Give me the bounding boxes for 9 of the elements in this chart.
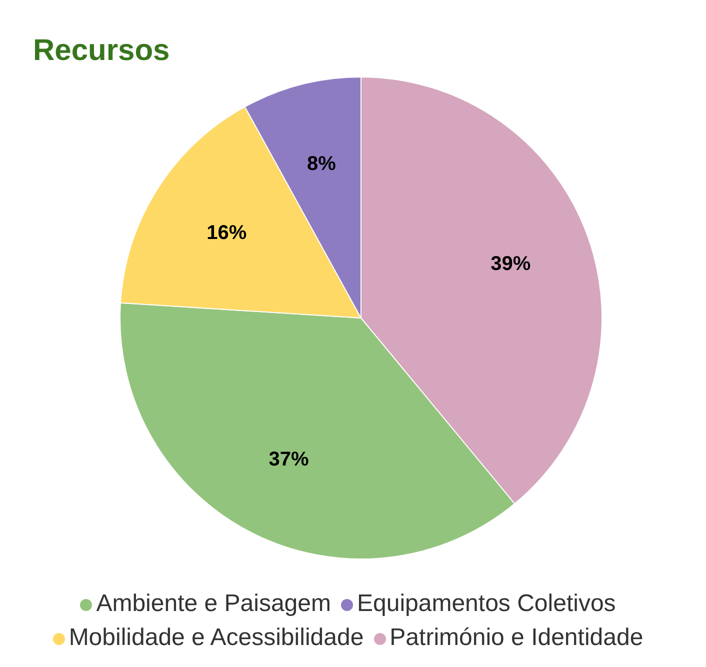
data-label: 37%	[268, 448, 310, 471]
data-label: 39%	[490, 253, 531, 276]
legend-label: Ambiente e Paisagem	[96, 590, 331, 617]
data-label: 16%	[206, 222, 247, 244]
legend-label: Equipamentos Coletivos	[356, 590, 616, 617]
legend-label: Mobilidade e Acessibilidade	[68, 624, 364, 651]
legend-label: Património e Identidade	[390, 624, 644, 651]
data-label: 8%	[306, 152, 336, 175]
chart-title: Recursos	[33, 34, 170, 68]
